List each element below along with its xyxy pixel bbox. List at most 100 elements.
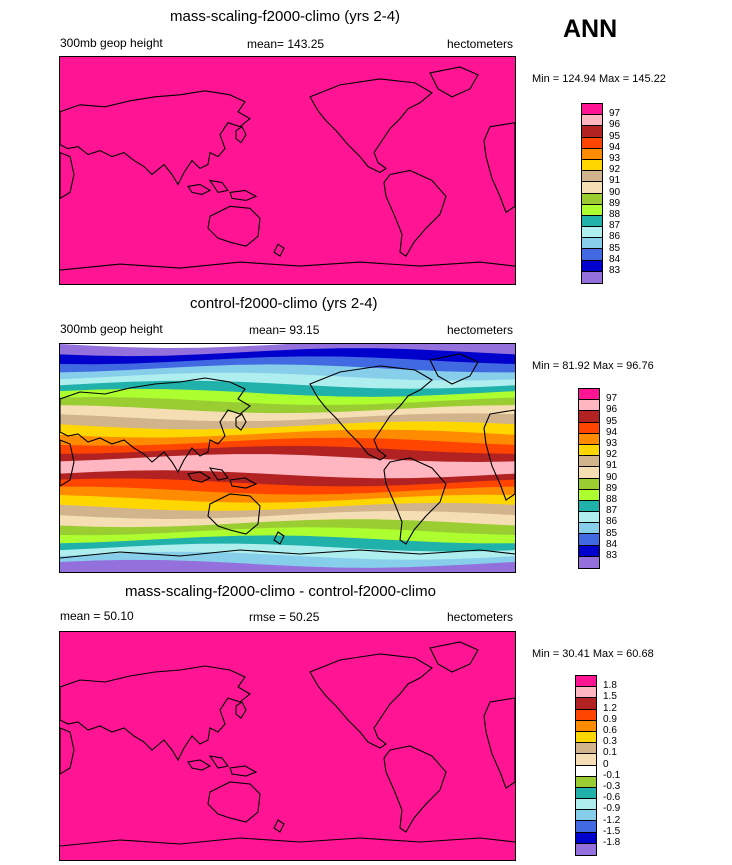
colorbar-segment bbox=[576, 799, 596, 811]
colorbar-segment bbox=[582, 182, 602, 194]
panel-2-map-svg bbox=[60, 344, 515, 572]
panel-2-mean: mean= 93.15 bbox=[249, 323, 320, 337]
colorbar-segment bbox=[579, 478, 599, 490]
band-27 bbox=[60, 559, 515, 572]
colorbar-tick-label: 0.9 bbox=[603, 713, 617, 725]
colorbar-segment bbox=[582, 148, 602, 160]
colorbar-segment bbox=[579, 523, 599, 535]
colorbar-tick-label: -0.3 bbox=[603, 781, 621, 792]
panel-1-units: hectometers bbox=[447, 37, 514, 51]
colorbar-tick-label: 92 bbox=[609, 164, 621, 176]
colorbar-segment bbox=[579, 389, 599, 401]
colorbar-segment bbox=[576, 821, 596, 833]
colorbar-tick-label: 97 bbox=[609, 108, 621, 120]
field-fill bbox=[60, 632, 515, 860]
colorbar-tick-label: 96 bbox=[606, 404, 618, 416]
colorbar-tick-label: 94 bbox=[606, 426, 618, 438]
colorbar-tick-label: 91 bbox=[606, 460, 618, 472]
colorbar-segment bbox=[582, 193, 602, 205]
colorbar-segment bbox=[582, 115, 602, 127]
colorbar-tick-label: -0.6 bbox=[603, 792, 621, 804]
colorbar-segment bbox=[576, 709, 596, 721]
colorbar-tick-label: 94 bbox=[609, 141, 621, 153]
colorbar-tick-label: -1.5 bbox=[603, 825, 621, 837]
panel-1-map bbox=[59, 56, 516, 285]
colorbar-segment bbox=[579, 422, 599, 434]
colorbar-tick-label: 86 bbox=[609, 231, 621, 243]
colorbar-tick-label: 0.1 bbox=[603, 747, 617, 759]
colorbar-tick-label: 93 bbox=[606, 438, 618, 449]
colorbar-tick-label: 90 bbox=[609, 186, 621, 198]
colorbar-tick-label: 1.5 bbox=[603, 691, 617, 703]
season-label: ANN bbox=[563, 15, 618, 43]
panel-3-mean: mean = 50.10 bbox=[60, 609, 134, 623]
panel-1-title: mass-scaling-f2000-climo (yrs 2-4) bbox=[170, 8, 401, 25]
colorbar-tick-label: 95 bbox=[606, 415, 618, 427]
colorbar-segment bbox=[576, 698, 596, 710]
colorbar-segment bbox=[576, 765, 596, 777]
colorbar-tick-label: -1.2 bbox=[603, 814, 621, 826]
colorbar-tick-label: 84 bbox=[606, 538, 618, 550]
colorbar-tick-label: 96 bbox=[609, 119, 621, 131]
colorbar-tick-label: 1.8 bbox=[603, 680, 617, 692]
colorbar-segment bbox=[579, 444, 599, 457]
colorbar-tick-label: -0.9 bbox=[603, 803, 621, 815]
panel-2-title: control-f2000-climo (yrs 2-4) bbox=[190, 295, 378, 312]
colorbar-segment bbox=[582, 171, 602, 183]
colorbar-tick-label: 97 bbox=[606, 393, 618, 405]
panel-3-title: mass-scaling-f2000-climo - control-f2000… bbox=[125, 583, 436, 600]
colorbar-segment bbox=[576, 676, 596, 688]
colorbar-segment bbox=[576, 720, 596, 732]
colorbar-segment bbox=[582, 227, 602, 239]
panel-1-minmax: Min = 124.94 Max = 145.22 bbox=[532, 73, 666, 85]
colorbar-segment bbox=[576, 687, 596, 699]
panel-3-minmax: Min = 30.41 Max = 60.68 bbox=[532, 648, 654, 660]
colorbar-tick-label: 83 bbox=[609, 265, 621, 276]
colorbar-segment bbox=[576, 843, 596, 855]
panel-2-variable: 300mb geop height bbox=[60, 322, 163, 336]
panel-3-rmse: rmse = 50.25 bbox=[249, 610, 320, 624]
colorbar-segment bbox=[579, 467, 599, 479]
colorbar-segment bbox=[579, 534, 599, 546]
colorbar-segment bbox=[582, 159, 602, 172]
colorbar-segment bbox=[582, 238, 602, 250]
colorbar-tick-label: 91 bbox=[609, 175, 621, 187]
colorbar-segment bbox=[579, 400, 599, 412]
colorbar-segment bbox=[582, 249, 602, 261]
colorbar-tick-label: 0 bbox=[603, 758, 609, 770]
panel-3-map-svg bbox=[60, 632, 515, 860]
colorbar-segment bbox=[576, 731, 596, 744]
colorbar-tick-label: 87 bbox=[609, 220, 621, 232]
colorbar-segment bbox=[582, 126, 602, 138]
panel-1-mean: mean= 143.25 bbox=[247, 37, 325, 51]
colorbar-segment bbox=[576, 832, 596, 844]
panel-3-map bbox=[59, 631, 516, 861]
colorbar-tick-label: 90 bbox=[606, 471, 618, 483]
colorbar-segment bbox=[582, 215, 602, 228]
colorbar-segment bbox=[582, 104, 602, 116]
panel-2-minmax: Min = 81.92 Max = 96.76 bbox=[532, 360, 654, 372]
colorbar-tick-label: 87 bbox=[606, 505, 618, 517]
colorbar-tick-label: 95 bbox=[609, 130, 621, 142]
colorbar-tick-label: 89 bbox=[609, 197, 621, 209]
panel-2-units: hectometers bbox=[447, 323, 514, 337]
colorbar-tick-label: 88 bbox=[609, 209, 621, 220]
colorbar-tick-label: 92 bbox=[606, 449, 618, 461]
colorbar-segment bbox=[576, 743, 596, 755]
panel-1-map-svg bbox=[60, 57, 515, 284]
colorbar-segment bbox=[582, 204, 602, 216]
panel-2-map bbox=[59, 343, 516, 573]
colorbar-segment bbox=[579, 545, 599, 557]
colorbar-segment bbox=[579, 500, 599, 513]
colorbar-tick-label: 93 bbox=[609, 153, 621, 164]
colorbar-tick-label: 85 bbox=[606, 527, 618, 539]
colorbar-tick-label: 0.6 bbox=[603, 725, 617, 736]
colorbar-tick-label: 0.3 bbox=[603, 736, 617, 748]
colorbar-tick-label: 86 bbox=[606, 516, 618, 528]
colorbar-segment bbox=[576, 810, 596, 822]
colorbar-segment bbox=[579, 433, 599, 445]
colorbar-segment bbox=[579, 512, 599, 524]
panel-1-variable: 300mb geop height bbox=[60, 36, 163, 50]
colorbar-segment bbox=[579, 556, 599, 568]
field-fill bbox=[60, 57, 515, 284]
